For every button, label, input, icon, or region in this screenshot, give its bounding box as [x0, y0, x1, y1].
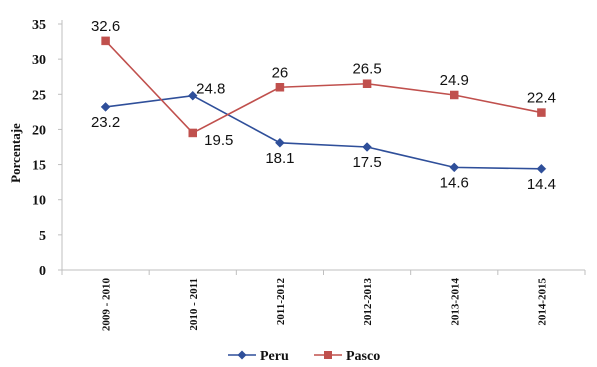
data-point-pasco — [102, 37, 110, 45]
data-point-pasco — [189, 129, 197, 137]
data-point-peru — [275, 138, 284, 147]
data-label-peru: 18.1 — [265, 150, 294, 167]
y-tick-label: 0 — [39, 264, 46, 279]
data-label-pasco: 19.5 — [204, 132, 233, 149]
data-label-peru: 14.6 — [440, 174, 469, 191]
x-tick-label: 2009 - 2010 — [101, 278, 113, 332]
data-label-peru: 24.8 — [196, 81, 225, 98]
axes: 0 5 10 15 20 25 30 35 2009 - 2010 2010 - 2011 2011… — [8, 18, 585, 331]
data-point-pasco — [276, 83, 284, 91]
data-point-pasco — [363, 80, 371, 88]
data-point-pasco — [537, 109, 545, 117]
y-tick-label: 20 — [32, 123, 46, 138]
data-labels: 23.2 24.8 18.1 17.5 14.6 14.4 32.6 19.5 26 26.5 24… — [91, 18, 556, 193]
data-label-pasco: 24.9 — [440, 72, 469, 89]
data-point-pasco — [450, 91, 458, 99]
x-tick-label: 2012-2013 — [362, 278, 374, 326]
legend-marker-square — [324, 351, 332, 359]
data-label-pasco: 26 — [272, 64, 289, 81]
x-tick-label: 2013-2014 — [449, 278, 461, 326]
x-tick-label: 2010 - 2011 — [188, 278, 200, 331]
y-tick-label: 10 — [32, 194, 46, 209]
series-peru — [101, 91, 546, 173]
y-tick-label: 25 — [32, 88, 46, 103]
y-tick-label: 35 — [32, 18, 46, 33]
legend-marker-diamond — [238, 351, 247, 360]
data-label-pasco: 26.5 — [352, 61, 381, 78]
data-point-peru — [537, 164, 546, 173]
data-label-peru: 23.2 — [91, 114, 120, 131]
data-label-pasco: 32.6 — [91, 18, 120, 35]
y-axis-label: Porcentaje — [8, 123, 23, 183]
y-tick-label: 30 — [32, 53, 46, 68]
data-label-peru: 17.5 — [352, 154, 381, 171]
data-point-peru — [101, 102, 110, 111]
data-label-pasco: 22.4 — [527, 90, 556, 107]
data-point-peru — [363, 143, 372, 152]
legend-label: Peru — [260, 349, 289, 364]
series-line-pasco — [106, 41, 542, 133]
series-line-peru — [106, 96, 542, 169]
series-layer — [101, 37, 546, 173]
legend-item-peru: Peru — [228, 349, 289, 364]
y-tick-label: 15 — [32, 159, 46, 174]
x-tick-label: 2014-2015 — [536, 278, 548, 326]
data-point-peru — [450, 163, 459, 172]
x-tick-label: 2011-2012 — [275, 278, 287, 326]
legend-label: Pasco — [346, 349, 380, 364]
legend: Peru Pasco — [228, 349, 380, 364]
legend-item-pasco: Pasco — [314, 349, 380, 364]
series-pasco — [102, 37, 546, 137]
data-label-peru: 14.4 — [527, 176, 556, 193]
y-tick-label: 5 — [39, 229, 46, 244]
